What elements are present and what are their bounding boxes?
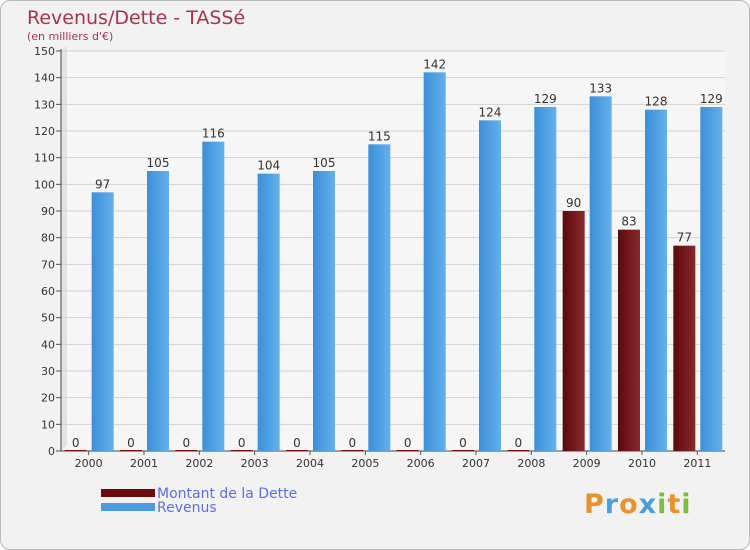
data-label-dette: 0	[349, 436, 357, 450]
y-tick-label: 40	[41, 338, 55, 351]
data-label-dette: 0	[183, 436, 191, 450]
x-tick-label: 2003	[241, 457, 269, 470]
plot-left-wall	[61, 45, 67, 451]
x-tick-label: 2000	[75, 457, 103, 470]
bar-revenus	[534, 107, 557, 451]
data-label-revenus: 105	[147, 156, 170, 170]
bar-revenus	[589, 96, 612, 451]
bar-dette	[120, 450, 142, 451]
y-tick-label: 130	[34, 98, 55, 111]
y-tick-label: 100	[34, 178, 55, 191]
legend-label-dette: Montant de la Dette	[157, 486, 298, 502]
bar-dette	[230, 450, 253, 451]
logo-letter: P	[584, 489, 605, 520]
proxiti-logo: Proxiti	[584, 489, 692, 520]
y-tick-label: 30	[41, 365, 55, 378]
data-label-revenus: 129	[534, 92, 557, 106]
bar-dette	[396, 450, 419, 451]
bar-dette	[175, 450, 198, 451]
data-label-revenus: 116	[202, 127, 225, 141]
y-tick-label: 50	[41, 312, 55, 325]
bar-revenus	[313, 171, 335, 451]
bar-revenus	[479, 120, 501, 451]
logo-letter: i	[681, 489, 692, 520]
x-tick-label: 2005	[351, 457, 379, 470]
axis-layer: 0 10 20 30 40 50 60 70 80 90 100 110 120 130 140 150 200…	[34, 45, 725, 470]
data-label-revenus: 128	[645, 95, 668, 109]
x-tick-label: 2004	[296, 457, 324, 470]
bar-dette	[673, 245, 696, 451]
x-tick-label: 2006	[407, 457, 435, 470]
y-tick-label: 0	[48, 445, 55, 458]
x-tick-label: 2011	[683, 457, 711, 470]
data-label-dette: 0	[404, 436, 412, 450]
y-tick-label: 70	[41, 258, 55, 271]
labels-layer: 0 97 0 105 0 116 0 104 0 105 0 115 0 142 0 124 0 129 90 133…	[72, 57, 723, 450]
bar-dette	[341, 450, 364, 451]
logo-letter: t	[667, 489, 682, 520]
bar-revenus	[645, 109, 667, 452]
bars-layer	[64, 72, 723, 452]
data-label-dette: 83	[621, 215, 636, 229]
x-tick-label: 2010	[628, 457, 656, 470]
bar-dette	[562, 211, 585, 451]
data-label-revenus: 129	[700, 92, 723, 106]
data-label-dette: 0	[238, 436, 246, 450]
data-label-dette: 0	[515, 436, 523, 450]
y-tick-label: 80	[41, 232, 55, 245]
y-tick-label: 10	[41, 418, 55, 431]
y-tick-label: 110	[34, 152, 55, 165]
y-tick-label: 90	[41, 205, 55, 218]
grid-layer	[61, 45, 725, 452]
data-label-revenus: 142	[423, 57, 446, 71]
bar-revenus	[202, 141, 225, 451]
data-label-dette: 90	[566, 196, 581, 210]
x-tick-label: 2009	[573, 457, 601, 470]
x-tick-label: 2002	[185, 457, 213, 470]
y-tick-label: 150	[34, 45, 55, 58]
plot-area	[61, 51, 725, 451]
bar-dette	[507, 450, 530, 451]
bar-dette	[286, 450, 308, 451]
data-label-revenus: 105	[313, 156, 336, 170]
y-tick-label: 120	[34, 125, 55, 138]
bar-revenus	[700, 107, 723, 451]
bar-revenus	[423, 72, 446, 451]
logo-letter: i	[657, 489, 668, 520]
bar-dette	[452, 450, 474, 451]
chart-title: Revenus/Dette - TASSé	[27, 7, 246, 29]
bar-revenus	[257, 173, 280, 451]
bar-revenus	[368, 144, 391, 452]
data-label-dette: 77	[677, 231, 692, 245]
logo-letter: x	[638, 489, 658, 520]
legend-label-revenus: Revenus	[157, 500, 217, 516]
data-label-dette: 0	[293, 436, 301, 450]
bar-revenus	[147, 171, 169, 451]
legend-swatch-dette	[101, 489, 155, 497]
x-tick-label: 2007	[462, 457, 490, 470]
data-label-revenus: 104	[257, 159, 280, 173]
y-tick-label: 60	[41, 285, 55, 298]
x-tick-label: 2001	[130, 457, 158, 470]
legend-swatch-revenus	[101, 503, 155, 511]
logo-letter: o	[619, 489, 639, 520]
y-tick-label: 140	[34, 72, 55, 85]
logo-letter: r	[604, 489, 620, 520]
data-label-dette: 0	[459, 436, 467, 450]
data-label-dette: 0	[72, 436, 80, 450]
bar-dette	[64, 450, 87, 451]
data-label-revenus: 124	[479, 105, 502, 119]
y-tick-label: 20	[41, 392, 55, 405]
data-label-revenus: 115	[368, 129, 391, 143]
x-tick-label: 2008	[517, 457, 545, 470]
data-label-dette: 0	[127, 436, 135, 450]
chart-subtitle: (en milliers d'€)	[27, 30, 114, 43]
bar-revenus	[91, 192, 114, 452]
data-label-revenus: 97	[95, 177, 110, 191]
data-label-revenus: 133	[589, 81, 612, 95]
bar-dette	[618, 229, 640, 451]
